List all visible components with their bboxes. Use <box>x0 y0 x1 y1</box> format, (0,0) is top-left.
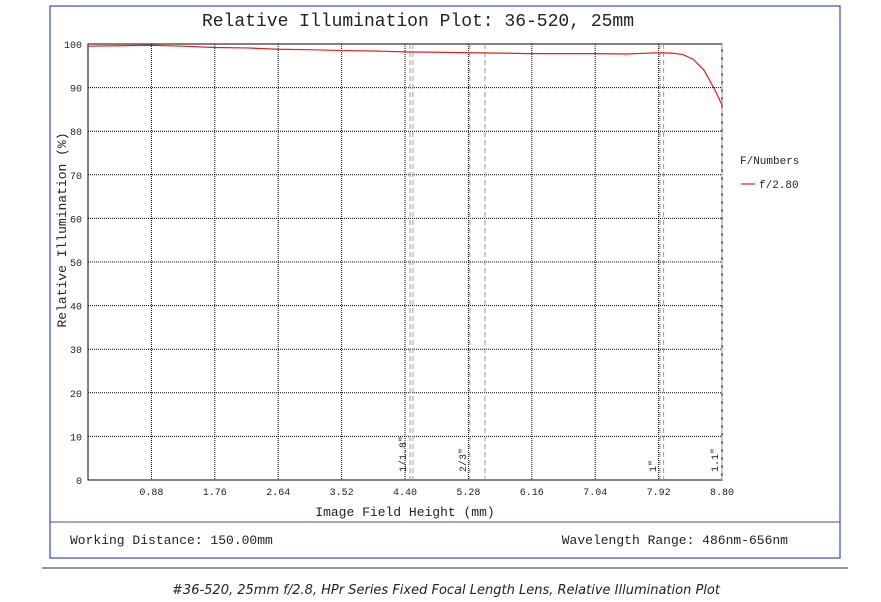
x-tick-label: 7.92 <box>647 488 671 499</box>
x-tick-label: 2.64 <box>266 488 290 499</box>
x-tick-label: 1.76 <box>203 488 227 499</box>
x-tick-label: 5.28 <box>456 488 480 499</box>
x-axis-label: Image Field Height (mm) <box>315 505 494 520</box>
series-line <box>87 44 723 106</box>
footer-right: Wavelength Range: 486nm-656nm <box>562 533 788 548</box>
footer-left: Working Distance: 150.00mm <box>70 533 273 548</box>
y-tick-label: 40 <box>70 303 82 314</box>
y-tick-label: 0 <box>76 477 82 488</box>
y-tick-label: 60 <box>70 215 82 226</box>
frame <box>49 5 841 559</box>
x-tick-label: 3.52 <box>330 488 354 499</box>
x-tick-label: 0.88 <box>139 488 163 499</box>
y-tick-label: 30 <box>70 346 82 357</box>
sensor-label: 1" <box>648 460 660 472</box>
y-tick-label: 50 <box>70 259 82 270</box>
y-tick-label: 10 <box>70 433 82 444</box>
sensor-label: 1.1" <box>710 448 722 472</box>
x-tick-label: 6.16 <box>520 488 544 499</box>
caption: #36-520, 25mm f/2.8, HPr Series Fixed Fo… <box>172 583 721 598</box>
y-tick-label: 100 <box>64 41 82 52</box>
chart-title: Relative Illumination Plot: 36-520, 25mm <box>202 12 634 32</box>
y-tick-label: 90 <box>70 85 82 96</box>
legend-title: F/Numbers <box>740 156 799 168</box>
x-tick-label: 4.40 <box>393 488 417 499</box>
sensor-label: 1/1.8" <box>398 436 410 472</box>
y-tick-label: 80 <box>70 128 82 139</box>
y-tick-label: 70 <box>70 172 82 183</box>
x-tick-label: 7.04 <box>583 488 607 499</box>
x-tick-label: 8.80 <box>710 488 734 499</box>
y-tick-label: 20 <box>70 390 82 401</box>
sensor-label: 2/3" <box>458 448 470 472</box>
y-axis-label: Relative Illumination (%) <box>55 132 70 327</box>
legend-label: f/2.80 <box>759 180 799 192</box>
